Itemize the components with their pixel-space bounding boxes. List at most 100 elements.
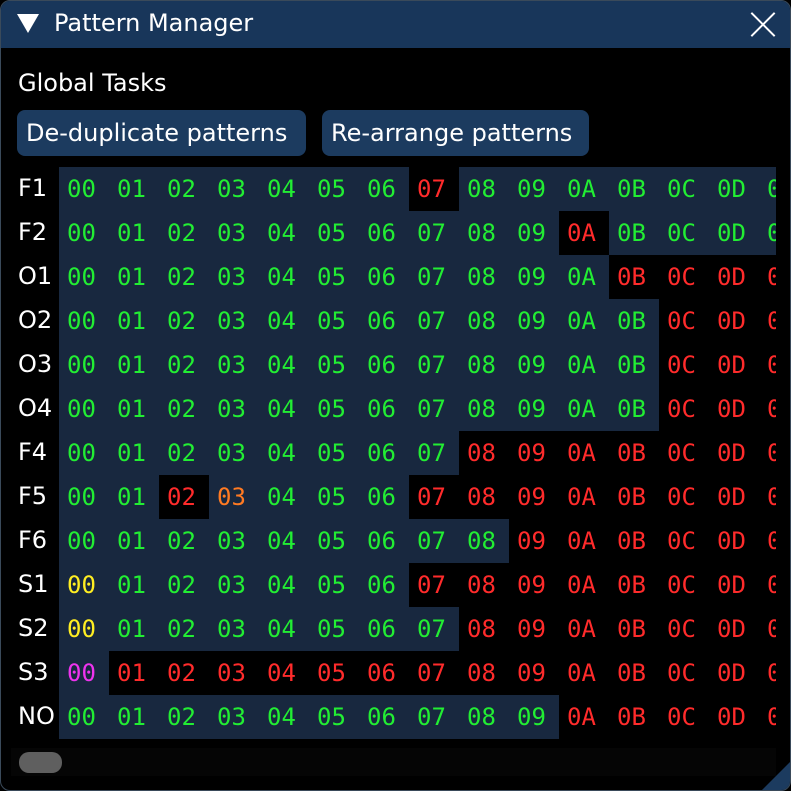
pattern-cell[interactable]: 09 — [509, 651, 559, 695]
pattern-cell[interactable]: 02 — [159, 607, 209, 651]
pattern-cell[interactable]: 02 — [159, 475, 209, 519]
pattern-cell[interactable]: 01 — [109, 519, 159, 563]
pattern-cell[interactable]: 0A — [559, 475, 609, 519]
pattern-cell[interactable]: 0B — [609, 167, 659, 211]
pattern-cell[interactable]: 04 — [259, 343, 309, 387]
pattern-cell[interactable]: 03 — [209, 211, 259, 255]
pattern-cell[interactable]: 09 — [509, 299, 559, 343]
pattern-cell[interactable]: 03 — [209, 167, 259, 211]
pattern-cell[interactable]: 05 — [309, 167, 359, 211]
pattern-cell[interactable]: 0A — [559, 695, 609, 739]
pattern-cell[interactable]: 06 — [359, 211, 409, 255]
pattern-cell[interactable]: 00 — [59, 387, 109, 431]
pattern-cell[interactable]: 0B — [609, 651, 659, 695]
pattern-cell[interactable]: 00 — [59, 431, 109, 475]
pattern-cell[interactable]: 06 — [359, 299, 409, 343]
pattern-cell[interactable]: 07 — [409, 211, 459, 255]
pattern-cell[interactable]: 06 — [359, 475, 409, 519]
pattern-cell[interactable]: 03 — [209, 695, 259, 739]
pattern-cell[interactable]: 0E — [759, 431, 776, 475]
pattern-cell[interactable]: 02 — [159, 651, 209, 695]
pattern-cell[interactable]: 04 — [259, 255, 309, 299]
pattern-cell[interactable]: 0C — [659, 563, 709, 607]
pattern-cell[interactable]: 0B — [609, 299, 659, 343]
pattern-cell[interactable]: 07 — [409, 343, 459, 387]
pattern-cell[interactable]: 06 — [359, 651, 409, 695]
pattern-cell[interactable]: 0B — [609, 431, 659, 475]
pattern-cell[interactable]: 09 — [509, 607, 559, 651]
pattern-cell[interactable]: 01 — [109, 475, 159, 519]
pattern-cell[interactable]: 0E — [759, 387, 776, 431]
pattern-cell[interactable]: 03 — [209, 563, 259, 607]
pattern-cell[interactable]: 09 — [509, 563, 559, 607]
pattern-cell[interactable]: 00 — [59, 475, 109, 519]
pattern-cell[interactable]: 03 — [209, 255, 259, 299]
pattern-cell[interactable]: 03 — [209, 387, 259, 431]
pattern-cell[interactable]: 05 — [309, 299, 359, 343]
pattern-cell[interactable]: 0B — [609, 343, 659, 387]
pattern-cell[interactable]: 03 — [209, 475, 259, 519]
pattern-cell[interactable]: 02 — [159, 255, 209, 299]
pattern-cell[interactable]: 06 — [359, 519, 409, 563]
pattern-cell[interactable]: 02 — [159, 167, 209, 211]
pattern-cell[interactable]: 02 — [159, 431, 209, 475]
pattern-cell[interactable]: 0D — [709, 431, 759, 475]
pattern-cell[interactable]: 00 — [59, 255, 109, 299]
pattern-cell[interactable]: 05 — [309, 607, 359, 651]
pattern-cell[interactable]: 0E — [759, 299, 776, 343]
pattern-cell[interactable]: 0C — [659, 651, 709, 695]
pattern-cell[interactable]: 08 — [459, 607, 509, 651]
pattern-cell[interactable]: 06 — [359, 255, 409, 299]
pattern-cell[interactable]: 01 — [109, 255, 159, 299]
pattern-cell[interactable]: 00 — [59, 211, 109, 255]
pattern-cell[interactable]: 03 — [209, 519, 259, 563]
pattern-cell[interactable]: 0B — [609, 475, 659, 519]
pattern-cell[interactable]: 01 — [109, 387, 159, 431]
pattern-cell[interactable]: 0E — [759, 519, 776, 563]
pattern-cell[interactable]: 0B — [609, 519, 659, 563]
pattern-cell[interactable]: 0D — [709, 651, 759, 695]
pattern-cell[interactable]: 05 — [309, 255, 359, 299]
pattern-cell[interactable]: 09 — [509, 167, 559, 211]
pattern-cell[interactable]: 07 — [409, 431, 459, 475]
pattern-cell[interactable]: 0D — [709, 255, 759, 299]
pattern-cell[interactable]: 0D — [709, 519, 759, 563]
pattern-cell[interactable]: 05 — [309, 211, 359, 255]
pattern-cell[interactable]: 05 — [309, 343, 359, 387]
pattern-cell[interactable]: 00 — [59, 299, 109, 343]
pattern-cell[interactable]: 08 — [459, 343, 509, 387]
pattern-cell[interactable]: 01 — [109, 607, 159, 651]
pattern-cell[interactable]: 06 — [359, 563, 409, 607]
pattern-cell[interactable]: 05 — [309, 431, 359, 475]
pattern-cell[interactable]: 0D — [709, 563, 759, 607]
pattern-cell[interactable]: 01 — [109, 431, 159, 475]
title-bar[interactable]: Pattern Manager — [1, 1, 790, 48]
pattern-cell[interactable]: 0D — [709, 211, 759, 255]
pattern-cell[interactable]: 0B — [609, 387, 659, 431]
pattern-cell[interactable]: 04 — [259, 431, 309, 475]
pattern-cell[interactable]: 01 — [109, 651, 159, 695]
pattern-cell[interactable]: 08 — [459, 695, 509, 739]
pattern-cell[interactable]: 0C — [659, 607, 709, 651]
pattern-cell[interactable]: 09 — [509, 519, 559, 563]
pattern-cell[interactable]: 07 — [409, 255, 459, 299]
pattern-cell[interactable]: 01 — [109, 299, 159, 343]
pattern-cell[interactable]: 06 — [359, 387, 409, 431]
pattern-cell[interactable]: 02 — [159, 563, 209, 607]
pattern-cell[interactable]: 0A — [559, 431, 609, 475]
pattern-cell[interactable]: 04 — [259, 695, 309, 739]
pattern-cell[interactable]: 0A — [559, 519, 609, 563]
pattern-cell[interactable]: 07 — [409, 387, 459, 431]
pattern-cell[interactable]: 00 — [59, 563, 109, 607]
pattern-cell[interactable]: 0A — [559, 299, 609, 343]
scrollbar-grab[interactable] — [19, 752, 62, 773]
pattern-cell[interactable]: 07 — [409, 519, 459, 563]
pattern-cell[interactable]: 04 — [259, 651, 309, 695]
pattern-cell[interactable]: 0C — [659, 475, 709, 519]
pattern-cell[interactable]: 0A — [559, 211, 609, 255]
pattern-cell[interactable]: 0A — [559, 343, 609, 387]
horizontal-scrollbar[interactable] — [11, 748, 776, 776]
pattern-cell[interactable]: 0A — [559, 563, 609, 607]
pattern-cell[interactable]: 02 — [159, 519, 209, 563]
pattern-cell[interactable]: 02 — [159, 211, 209, 255]
